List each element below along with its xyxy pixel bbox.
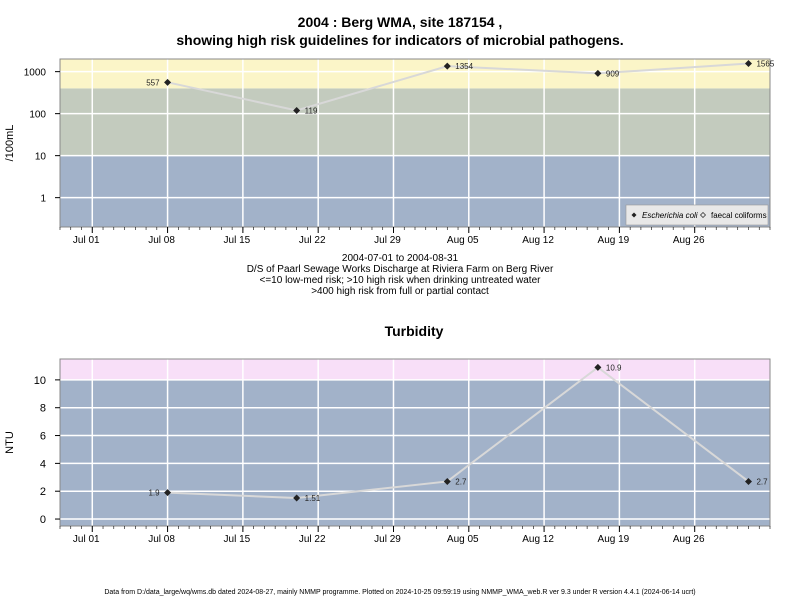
x-tick-label: Jul 29 <box>374 534 401 545</box>
legend-box <box>625 204 769 226</box>
data-point <box>594 69 602 77</box>
data-label: 909 <box>606 69 620 78</box>
x-tick-label: Jul 01 <box>73 235 100 246</box>
risk-band-1 <box>60 379 770 526</box>
risk-band-2 <box>60 359 770 380</box>
x-tick-label: Aug 12 <box>522 534 554 545</box>
risk-band-3 <box>60 59 770 89</box>
x-tick-label: Jul 15 <box>224 235 251 246</box>
legend-marker-open <box>700 212 706 218</box>
x-tick-label: Aug 26 <box>673 235 705 246</box>
x-tick-label: Aug 19 <box>598 235 630 246</box>
caption-site: D/S of Paarl Sewage Works Discharge at R… <box>246 264 554 275</box>
y-tick-label: 0 <box>40 514 46 526</box>
data-point <box>443 477 451 485</box>
y-tick-label: 10 <box>34 375 46 387</box>
data-label: 1565 <box>756 59 774 68</box>
legend-label-faecal: faecal coliforms <box>711 211 767 220</box>
x-tick-label: Jul 29 <box>374 235 401 246</box>
chart-title-line2: showing high risk guidelines for indicat… <box>176 32 624 48</box>
y-tick-label: 8 <box>40 403 46 415</box>
data-point <box>744 477 752 485</box>
y-tick-label: 100 <box>29 110 46 121</box>
chart-title-line1: 2004 : Berg WMA, site 187154 , <box>297 14 503 30</box>
chart-panel-1: Jul 01 Jul 08 Jul 15 Jul 22 Jul 29 Aug 05 Aug … <box>4 58 775 246</box>
y-tick-label: 2 <box>40 486 46 498</box>
x-tick-label: Jul 08 <box>148 534 175 545</box>
x-tick-label: Aug 05 <box>447 235 479 246</box>
y-axis-label: NTU <box>4 431 16 454</box>
x-tick-label: Jul 15 <box>224 534 251 545</box>
y-tick-label: 6 <box>40 431 46 443</box>
data-label: 1354 <box>455 62 473 71</box>
data-point <box>293 106 301 114</box>
chart-panel-2: Jul 01 Jul 08 Jul 15 Jul 22 Jul 29 Aug 05 Aug … <box>4 323 771 545</box>
legend-marker-filled <box>631 212 637 218</box>
x-tick-label: Jul 22 <box>299 534 326 545</box>
legend-label-ecoli: Escherichia coli <box>642 211 698 220</box>
data-label: 557 <box>146 78 160 87</box>
data-label: 2.7 <box>756 477 768 486</box>
x-tick-label: Aug 05 <box>447 534 479 545</box>
data-label: 10.9 <box>606 363 622 372</box>
x-tick-label: Aug 12 <box>522 235 554 246</box>
x-tick-label: Aug 19 <box>598 534 630 545</box>
data-point <box>594 363 602 371</box>
panel-title: Turbidity <box>385 323 444 339</box>
x-tick-label: Jul 08 <box>148 235 175 246</box>
caption-guideline-contact: >400 high risk from full or partial cont… <box>311 286 489 297</box>
data-point <box>443 62 451 70</box>
data-label: 1.9 <box>148 489 160 498</box>
caption-guideline-drinking: <=10 low-med risk; >10 high risk when dr… <box>259 275 541 286</box>
y-tick-label: 10 <box>35 152 47 163</box>
x-tick-label: Aug 26 <box>673 534 705 545</box>
data-point <box>164 489 172 497</box>
data-label: 1.51 <box>305 494 321 503</box>
y-tick-label: 1000 <box>24 68 47 79</box>
data-point <box>744 59 752 67</box>
y-tick-label: 4 <box>40 458 46 470</box>
footer-note: Data from D:/data_large/wq/wms.db dated … <box>104 589 696 596</box>
caption-date-range: 2004-07-01 to 2004-08-31 <box>341 253 459 264</box>
risk-band-2 <box>60 88 770 156</box>
y-axis-label: /100mL <box>4 125 16 162</box>
data-label: 2.7 <box>455 477 467 486</box>
data-label: 119 <box>305 106 318 115</box>
x-tick-label: Jul 01 <box>73 534 100 545</box>
data-point <box>293 494 301 502</box>
y-tick-label: 1 <box>40 194 46 205</box>
data-point <box>164 78 172 86</box>
legend: Escherichia coli faecal coliforms <box>625 204 769 226</box>
x-tick-label: Jul 22 <box>299 235 326 246</box>
